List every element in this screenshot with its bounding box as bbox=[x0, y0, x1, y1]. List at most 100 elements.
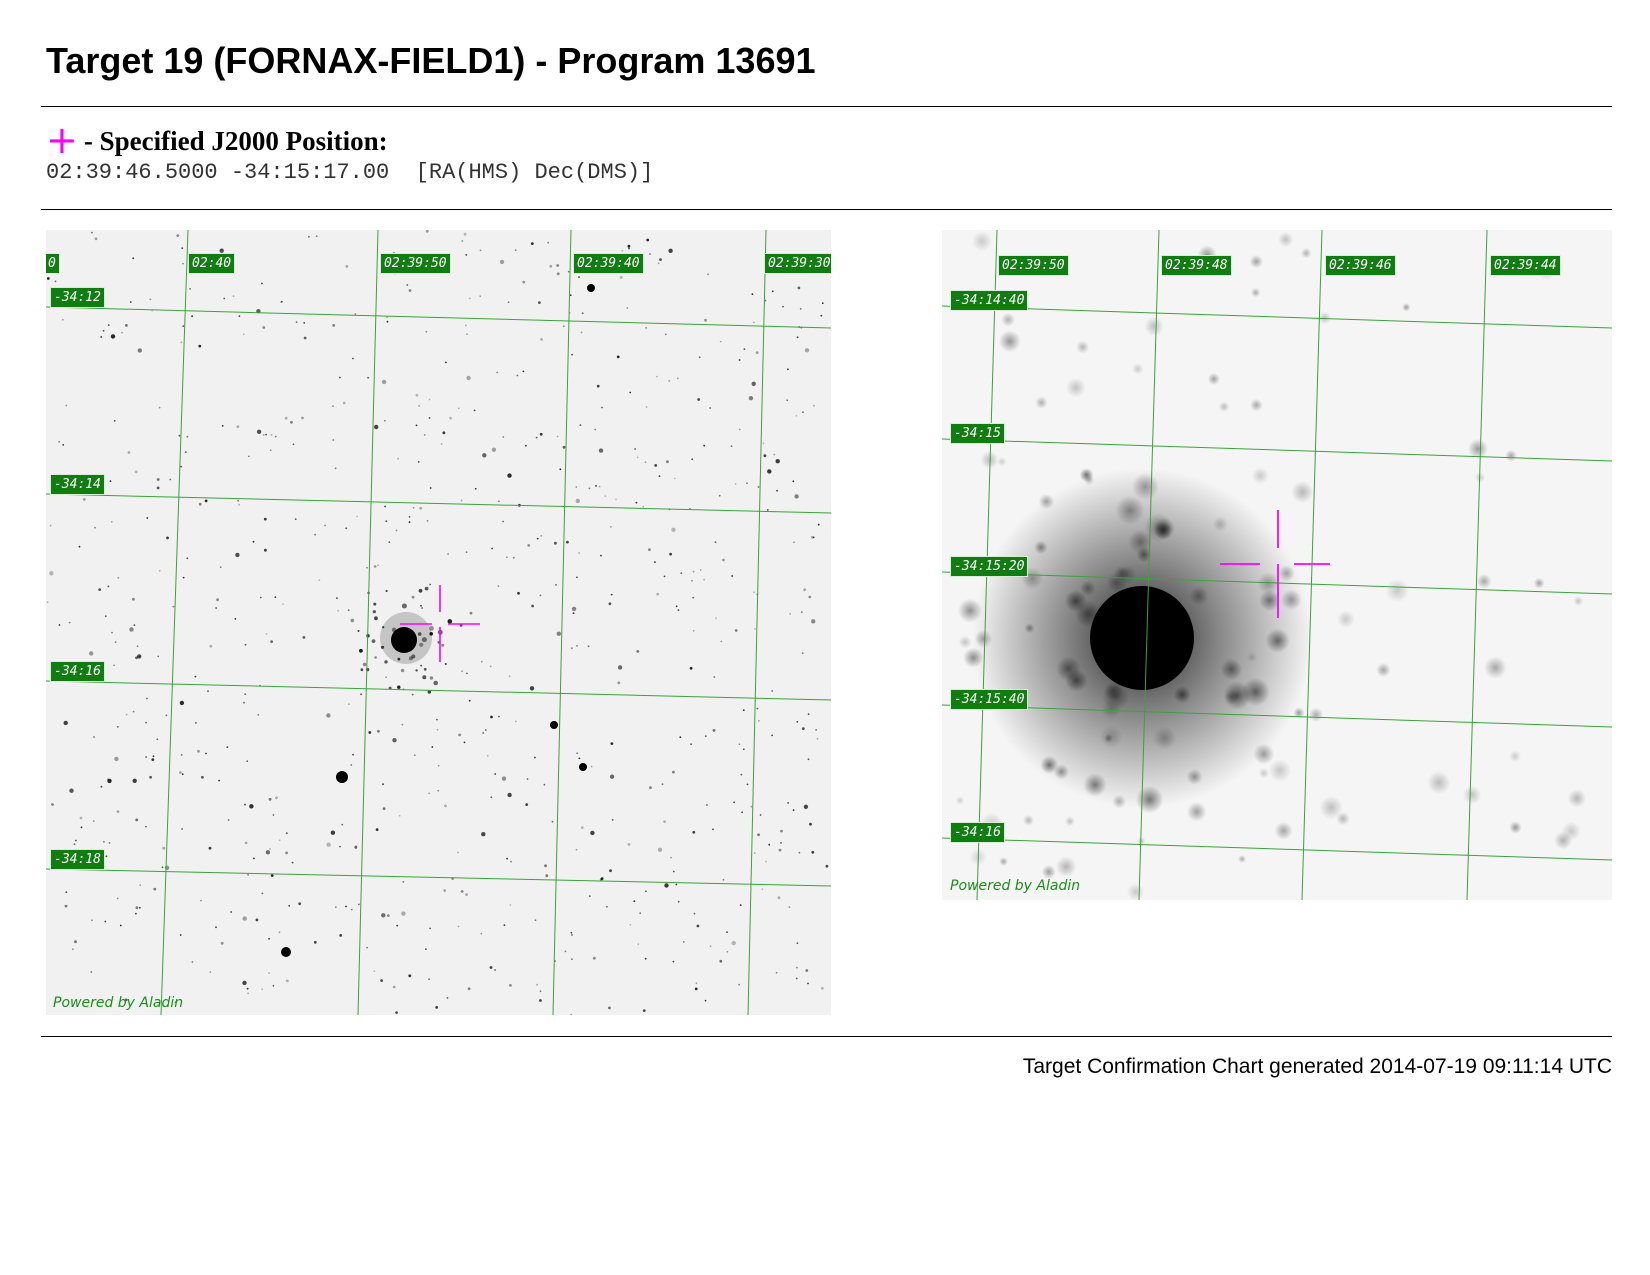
background-star bbox=[415, 393, 419, 397]
background-star bbox=[668, 380, 671, 382]
background-star bbox=[421, 607, 424, 609]
background-star bbox=[72, 948, 74, 951]
cluster-core bbox=[391, 627, 417, 653]
cluster-star bbox=[359, 648, 363, 653]
background-star bbox=[562, 325, 565, 328]
background-star bbox=[578, 276, 580, 279]
background-star bbox=[507, 473, 512, 478]
background-star bbox=[539, 990, 542, 993]
background-star bbox=[381, 379, 387, 385]
background-star bbox=[648, 548, 651, 551]
background-star bbox=[1318, 311, 1332, 325]
background-star bbox=[796, 721, 799, 723]
background-star bbox=[285, 851, 288, 855]
background-star bbox=[1250, 287, 1261, 298]
background-star bbox=[74, 940, 77, 944]
background-star bbox=[777, 896, 781, 900]
background-star bbox=[1023, 814, 1034, 826]
background-star bbox=[352, 357, 354, 360]
dec-label: -34:15 bbox=[950, 423, 1005, 444]
cluster-star bbox=[415, 669, 418, 672]
background-star bbox=[765, 860, 767, 863]
background-star bbox=[497, 585, 500, 587]
background-star bbox=[169, 478, 172, 481]
background-star bbox=[692, 570, 695, 573]
background-star bbox=[1238, 855, 1247, 863]
background-star bbox=[692, 596, 695, 599]
background-star bbox=[1249, 254, 1263, 269]
background-star bbox=[766, 509, 769, 511]
background-star bbox=[234, 618, 237, 620]
background-star bbox=[135, 656, 138, 660]
background-star bbox=[501, 776, 507, 781]
background-star bbox=[534, 919, 537, 922]
background-star bbox=[734, 483, 737, 485]
background-star bbox=[219, 566, 222, 568]
background-star bbox=[489, 966, 493, 969]
background-star bbox=[145, 825, 147, 828]
background-star bbox=[669, 552, 672, 556]
background-star bbox=[529, 686, 535, 691]
background-star bbox=[121, 331, 123, 334]
background-star bbox=[658, 475, 661, 477]
position-legend: + - Specified J2000 Position: bbox=[46, 118, 388, 162]
background-star bbox=[226, 746, 229, 748]
background-star bbox=[743, 348, 746, 350]
background-star bbox=[425, 330, 428, 333]
cluster-star bbox=[372, 610, 376, 614]
background-star bbox=[689, 666, 693, 670]
background-star bbox=[386, 320, 389, 323]
background-star bbox=[46, 601, 49, 604]
background-star bbox=[479, 249, 482, 252]
ra-label: 02:39:46 bbox=[1325, 255, 1396, 276]
background-star bbox=[100, 785, 103, 788]
background-star bbox=[1126, 883, 1145, 900]
background-star bbox=[636, 456, 639, 459]
cluster-star bbox=[441, 643, 445, 647]
background-star bbox=[575, 486, 578, 488]
ra-label: 02:39:50 bbox=[380, 253, 451, 274]
background-star bbox=[817, 523, 820, 526]
background-star bbox=[734, 629, 738, 632]
background-star bbox=[746, 783, 749, 786]
background-star bbox=[46, 277, 50, 280]
background-star bbox=[805, 969, 809, 972]
background-star bbox=[295, 321, 298, 323]
cluster-star bbox=[401, 603, 407, 609]
background-star bbox=[491, 447, 497, 452]
wide-field-cluster bbox=[380, 612, 432, 664]
background-star bbox=[458, 733, 461, 737]
background-star bbox=[580, 826, 584, 829]
background-star bbox=[639, 912, 642, 915]
background-star bbox=[998, 330, 1021, 353]
background-star bbox=[762, 442, 765, 445]
background-star bbox=[811, 535, 814, 539]
background-star bbox=[265, 633, 268, 635]
background-star bbox=[465, 551, 468, 554]
background-star bbox=[156, 486, 160, 490]
background-star bbox=[91, 919, 93, 922]
background-star bbox=[615, 498, 617, 501]
background-star bbox=[713, 676, 716, 678]
background-star bbox=[714, 541, 717, 544]
background-star bbox=[290, 420, 293, 424]
background-star bbox=[726, 950, 729, 953]
background-star bbox=[197, 749, 200, 753]
background-star bbox=[654, 464, 658, 467]
background-star bbox=[645, 406, 648, 408]
background-star bbox=[230, 911, 233, 913]
background-star bbox=[107, 778, 112, 784]
wide-field-grid bbox=[46, 230, 831, 1015]
background-star bbox=[538, 301, 541, 304]
background-star bbox=[731, 575, 734, 577]
background-star bbox=[473, 409, 476, 412]
background-star bbox=[1567, 789, 1587, 808]
background-star bbox=[218, 779, 221, 782]
background-star bbox=[107, 324, 110, 326]
background-star bbox=[730, 445, 733, 448]
background-star bbox=[350, 764, 353, 766]
background-star bbox=[227, 819, 230, 821]
background-star bbox=[246, 760, 249, 763]
background-star bbox=[1573, 596, 1584, 606]
background-star bbox=[360, 693, 362, 696]
